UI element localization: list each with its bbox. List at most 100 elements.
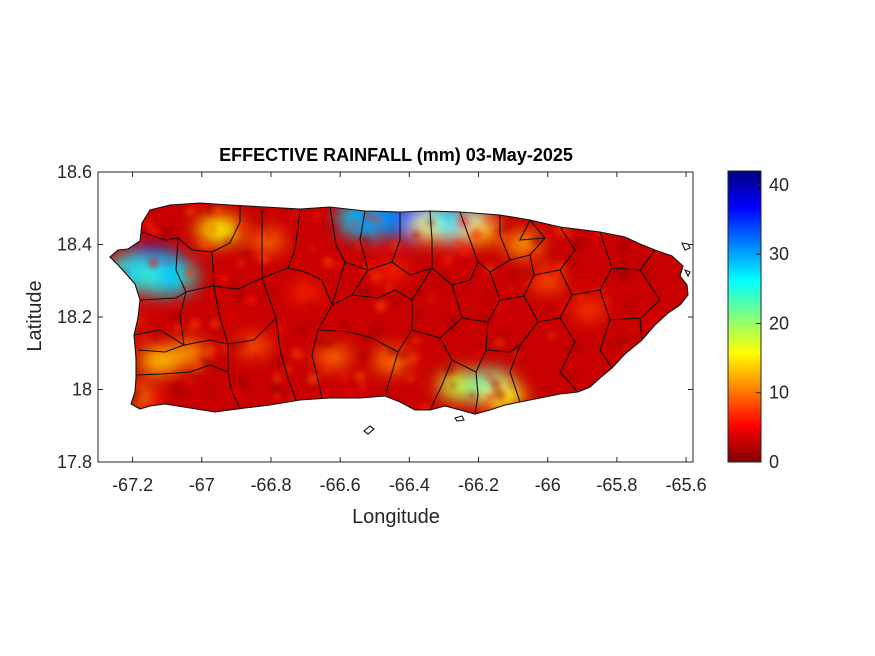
texture-speckle (352, 378, 359, 385)
texture-speckle (308, 373, 319, 384)
texture-speckle (258, 253, 270, 265)
texture-speckle (603, 297, 610, 304)
texture-speckle (479, 311, 491, 323)
texture-speckle (623, 346, 628, 351)
texture-speckle (571, 239, 583, 251)
texture-speckle (332, 261, 342, 271)
texture-speckle (154, 391, 165, 401)
texture-speckle (550, 227, 560, 237)
texture-speckle (524, 268, 535, 280)
offshore-islets (363, 242, 691, 435)
rainfall-hotspot (573, 299, 606, 320)
colorbar-tick-label: 40 (769, 175, 789, 195)
texture-speckle (313, 281, 319, 287)
colorbar-tick-label: 20 (769, 313, 789, 333)
rainfall-hotspot (249, 230, 286, 252)
texture-speckle (164, 260, 170, 266)
texture-speckle (288, 283, 294, 288)
texture-speckle (495, 338, 504, 347)
texture-speckle (442, 254, 454, 266)
rainfall-hotspot-core (153, 269, 181, 285)
texture-speckle (183, 268, 195, 280)
texture-speckle (592, 231, 602, 241)
texture-speckle (616, 336, 629, 349)
texture-speckle (489, 379, 499, 389)
texture-speckle (340, 373, 348, 381)
texture-speckle (619, 258, 628, 266)
rainfall-hotspot (290, 282, 321, 302)
y-tick-label: 18.6 (57, 162, 92, 182)
texture-speckle (237, 223, 249, 234)
x-tick-label: -66.6 (320, 475, 361, 495)
texture-speckle (546, 385, 552, 391)
texture-speckle (335, 336, 342, 342)
texture-speckle (222, 348, 229, 355)
texture-speckle (402, 379, 407, 384)
x-axis: -67.2 -67 -66.8 -66.6 -66.4 -66.2 -66 -65.8 -65.… (112, 172, 707, 495)
texture-speckle (141, 336, 150, 345)
texture-speckle (315, 212, 321, 217)
texture-speckle (412, 336, 421, 345)
texture-speckle (188, 326, 196, 333)
chart-title: EFFECTIVE RAINFALL (mm) 03-May-2025 (219, 145, 573, 165)
texture-speckle (409, 353, 419, 363)
y-tick-label: 17.8 (57, 452, 92, 472)
texture-speckle (364, 331, 374, 341)
texture-speckle (509, 269, 519, 279)
texture-speckle (550, 249, 557, 256)
texture-speckle (253, 355, 261, 362)
texture-speckle (185, 207, 194, 216)
texture-speckle (169, 298, 179, 308)
texture-speckle (306, 302, 314, 309)
x-tick-label: -67.2 (112, 475, 153, 495)
texture-speckle (570, 342, 583, 355)
texture-speckle (646, 262, 651, 268)
texture-speckle (170, 383, 181, 394)
y-axis: 17.8 18 18.2 18.4 18.6 (57, 162, 693, 472)
texture-speckle (534, 271, 544, 281)
texture-speckle (450, 382, 457, 389)
texture-speckle (582, 279, 590, 286)
texture-speckle (508, 384, 513, 389)
texture-speckle (391, 297, 401, 307)
texture-speckle (170, 311, 178, 319)
texture-speckle (268, 288, 277, 297)
texture-speckle (226, 311, 237, 322)
texture-speckle (267, 233, 272, 238)
texture-speckle (244, 371, 249, 377)
texture-speckle (234, 290, 244, 301)
texture-speckle (420, 381, 425, 386)
texture-speckle (439, 348, 445, 353)
texture-speckle (413, 309, 424, 320)
texture-speckle (271, 333, 278, 339)
colorbar-tick-label: 0 (769, 452, 779, 472)
texture-speckle (449, 365, 455, 371)
texture-speckle (497, 303, 503, 309)
texture-speckle (576, 293, 583, 301)
y-tick-label: 18 (72, 380, 92, 400)
texture-speckle (380, 254, 387, 261)
texture-speckle (496, 330, 506, 340)
texture-speckle (237, 338, 248, 348)
texture-speckle (245, 294, 257, 306)
texture-speckle (507, 285, 515, 293)
texture-speckle (199, 356, 207, 364)
texture-speckle (219, 273, 229, 284)
texture-speckle (273, 373, 282, 382)
texture-speckle (323, 299, 328, 304)
texture-speckle (230, 388, 241, 399)
texture-speckle (649, 313, 658, 322)
texture-speckle (340, 290, 345, 295)
texture-speckle (637, 258, 644, 266)
texture-speckle (542, 260, 548, 267)
texture-speckle (486, 393, 495, 403)
texture-speckle (436, 286, 444, 294)
texture-speckle (494, 219, 501, 226)
texture-speckle (623, 268, 633, 278)
texture-speckle (372, 215, 382, 225)
texture-speckle (569, 372, 579, 381)
x-tick-label: -65.6 (666, 475, 707, 495)
y-axis-label: Latitude (24, 280, 46, 351)
texture-speckle (526, 250, 537, 260)
